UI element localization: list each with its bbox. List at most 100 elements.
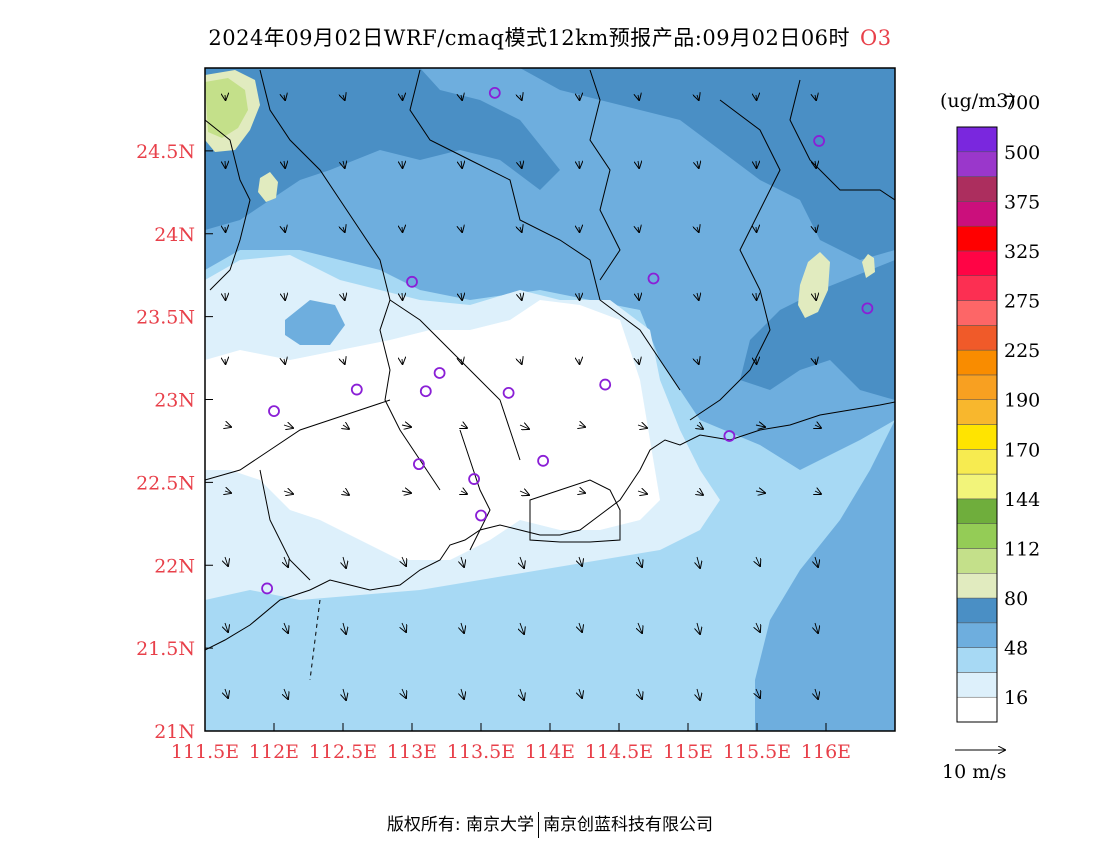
city-boundary-8 xyxy=(259,469,311,581)
wind-arrow xyxy=(697,425,703,429)
field-band-48-80-north xyxy=(205,68,895,470)
wind-arrow xyxy=(402,95,403,100)
wind-arrow xyxy=(579,293,580,300)
wind-arrow xyxy=(697,491,703,495)
wind-arrow xyxy=(284,293,285,300)
wind-arrow xyxy=(225,227,226,232)
station-marker xyxy=(433,367,446,379)
wind-arrow xyxy=(579,95,580,100)
wind-arrow xyxy=(756,688,760,698)
lon-tick-label: 114.5E xyxy=(585,741,653,763)
colorbar-bin xyxy=(956,498,998,524)
wind-arrow xyxy=(815,293,816,300)
colorbar-tick-label: 144 xyxy=(1004,489,1040,511)
wind-arrow xyxy=(638,161,639,168)
city-boundary-2 xyxy=(389,299,521,461)
wind-arrow xyxy=(343,161,345,168)
field-band-80-112-east-patch xyxy=(798,252,830,318)
wind-arrow xyxy=(520,161,522,168)
wind-arrow xyxy=(225,556,228,566)
station-marker xyxy=(861,302,874,315)
wind-arrow xyxy=(343,95,345,100)
wind-arrow xyxy=(402,359,403,364)
station-marker xyxy=(419,385,432,398)
colorbar-tick-label: 225 xyxy=(1004,340,1040,362)
colorbar-bin xyxy=(956,449,998,475)
station-marker xyxy=(537,454,549,467)
wind-arrow xyxy=(401,491,411,493)
wind-arrow xyxy=(756,161,757,168)
wind-arrow xyxy=(815,227,816,232)
colorbar-bin xyxy=(956,573,998,599)
wind-arrow xyxy=(283,491,293,494)
field-band-darkblue-inland-patch xyxy=(285,300,345,345)
wind-arrow xyxy=(461,161,462,168)
lat-tick-label: 21.5N xyxy=(136,638,195,660)
wind-arrow xyxy=(343,556,346,568)
wind-arrow xyxy=(579,556,582,566)
wind-arrow xyxy=(815,622,818,633)
wind-arrow xyxy=(579,425,585,427)
field-band-112-144-northwest xyxy=(205,78,248,138)
wind-arrow xyxy=(756,622,760,632)
wind-arrow xyxy=(461,622,464,633)
station-marker xyxy=(406,275,418,288)
lon-tick-label: 116E xyxy=(801,741,851,763)
wind-arrow xyxy=(225,359,226,364)
map-title: 2024年09月02日WRF/cmaq模式12km预报产品:09月02日06时 O… xyxy=(0,22,1100,52)
wind-arrow xyxy=(402,556,406,566)
colorbar-labels: 16 48 80 112 144 170 190 225 275 325 375 500 700 xyxy=(1004,92,1040,709)
wind-arrow xyxy=(697,622,700,634)
colorbar-unit: (ug/m3) xyxy=(940,90,1016,112)
longitude-axis: 111.5E 112E 112.5E 113E 113.5E 114E 114.5E 115E… xyxy=(171,723,851,763)
boundary-lines xyxy=(205,69,895,681)
wind-arrow xyxy=(755,491,765,493)
wind-arrow xyxy=(637,491,647,494)
wind-arrow xyxy=(461,95,462,100)
wind-arrow xyxy=(638,293,639,300)
wind-arrow xyxy=(402,227,403,232)
station-marker xyxy=(350,383,363,396)
field-band-darkblue-northeast xyxy=(520,68,895,260)
colorbar-bin xyxy=(956,349,998,376)
wind-arrow xyxy=(283,425,293,428)
ozone-concentration-field xyxy=(205,68,895,731)
lat-tick-label: 21N xyxy=(154,721,195,743)
colorbar-bin xyxy=(956,151,998,177)
wind-arrow xyxy=(225,491,231,493)
wind-arrow xyxy=(815,425,821,428)
wind-arrow xyxy=(697,293,699,300)
station-marker xyxy=(475,509,487,522)
lon-tick-label: 114E xyxy=(525,741,575,763)
footer-separator xyxy=(538,812,540,838)
wind-arrow xyxy=(579,622,582,632)
latitude-axis: 21N 21.5N 22N 22.5N 23N 23.5N 24N 24.5N xyxy=(136,141,213,743)
monitoring-stations xyxy=(261,86,874,595)
wind-arrow xyxy=(520,556,524,568)
city-boundary-7 xyxy=(205,399,391,481)
wind-arrow xyxy=(225,688,228,698)
station-marker xyxy=(813,135,825,147)
pollutant-species: O3 xyxy=(860,26,892,50)
wind-arrow xyxy=(401,425,411,427)
wind-arrow xyxy=(225,293,226,300)
lat-tick-label: 22.5N xyxy=(136,472,195,494)
wind-arrow xyxy=(461,688,464,699)
colorbar-tick-label: 16 xyxy=(1004,687,1028,709)
wind-arrow xyxy=(756,95,757,100)
wind-arrow xyxy=(225,161,226,168)
wind-arrow xyxy=(579,491,585,493)
wind-arrow xyxy=(343,622,346,634)
lon-tick-label: 113.5E xyxy=(447,741,515,763)
city-boundary-4 xyxy=(589,69,621,281)
wind-arrow xyxy=(638,95,639,100)
station-marker xyxy=(488,86,501,99)
lat-tick-label: 24N xyxy=(154,224,195,246)
wind-arrow xyxy=(697,227,699,232)
colorbar-bin xyxy=(956,424,998,450)
wind-arrow xyxy=(461,227,462,232)
colorbar-tick-label: 275 xyxy=(1004,291,1040,313)
wind-arrow xyxy=(343,359,345,364)
colorbar-tick-label: 112 xyxy=(1004,538,1040,560)
colorbar-tick-label: 170 xyxy=(1004,439,1040,461)
